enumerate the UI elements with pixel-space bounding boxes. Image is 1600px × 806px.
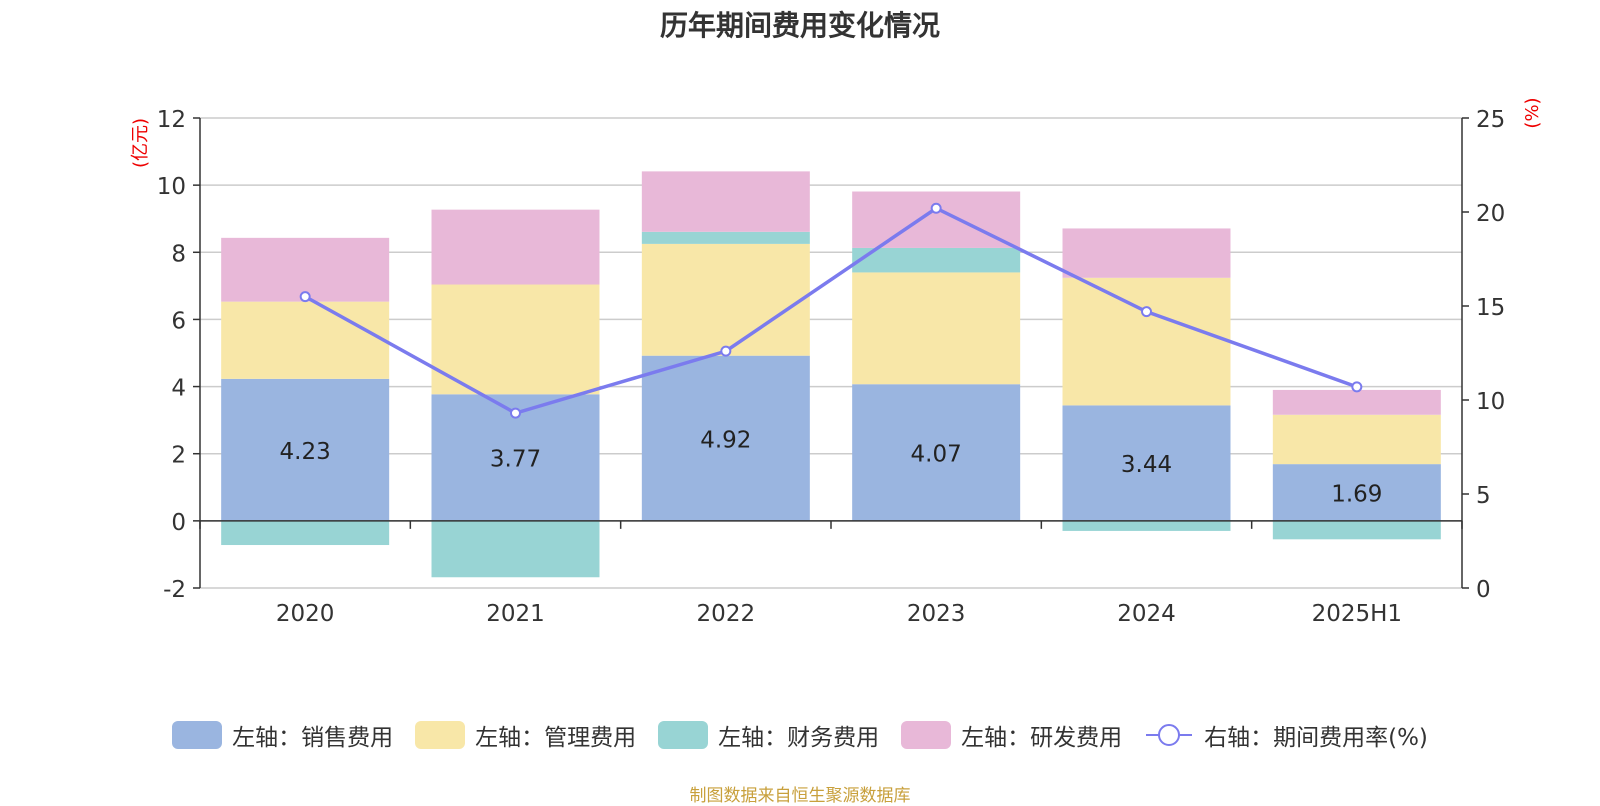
bar-series2-2022 [641,243,810,356]
legend-label: 左轴：管理费用 [475,725,637,751]
x-tick-label: 2023 [907,601,966,627]
legend-line-marker-icon [1146,724,1193,746]
bar-label-2020: 4.23 [280,439,331,465]
bar-series1-2023 [852,384,1021,521]
x-tick-label: 2025H1 [1312,601,1402,627]
legend-swatch [658,721,709,749]
right-tick-label: 0 [1476,577,1491,603]
expense-rate-point-2023 [930,202,942,214]
legend-label: 左轴：研发费用 [961,725,1123,751]
bar-series1-2025H1 [1272,464,1441,521]
expense-rate-point-2024 [1141,306,1152,318]
left-tick-label: -2 [163,577,186,603]
expense-rate-point-2025H1 [1351,381,1363,393]
legend-label: 左轴：销售费用 [232,725,394,751]
left-tick-label: 12 [157,107,186,133]
bar-label-2021: 3.77 [490,447,541,473]
bar-series4-2023 [852,191,1021,248]
chart-plot: -2 0 2 4 6 8 10 12 4.23 3.77 4.92 4.07 3.44 1.69 0 5 10 1… [130,97,1543,627]
bar-series1-2024 [1062,405,1231,521]
legend-item[interactable]: 左轴：研发费用 [901,718,1122,752]
bar-label-2025H1: 1.69 [1331,481,1382,507]
bar-series3-2025H1 [1272,520,1441,540]
chart-title: 历年期间费用变化情况 [659,9,940,42]
legend-item[interactable]: 左轴：销售费用 [172,718,393,752]
expense-rate-point-2021 [510,407,521,419]
expense-rate-line [304,206,1358,416]
right-tick-label: 15 [1476,295,1505,321]
source-note: 制图数据来自恒生聚源数据库 [689,786,911,806]
left-tick-label: 8 [171,241,186,267]
x-tick-label: 2022 [697,601,756,627]
bar-series3-2022 [641,231,810,244]
left-tick-label: 0 [171,510,186,536]
bar-series4-2025H1 [1272,389,1441,415]
legend-swatch [415,721,466,749]
right-tick-label: 10 [1476,389,1505,415]
x-tick-label: 2021 [486,601,545,627]
left-tick-label: 6 [171,308,186,334]
bar-label-2024: 3.44 [1121,452,1172,478]
legend: 左轴：销售费用 左轴：管理费用 左轴：财务费用 左轴：研发费用 右轴：期间费用率(%) [0,718,1600,752]
bar-series3-2024 [1062,520,1231,531]
bar-series1-2020 [221,378,390,521]
bar-series2-2023 [852,272,1021,385]
left-tick-label: 4 [171,376,186,402]
legend-item[interactable]: 左轴：财务费用 [658,718,879,752]
bar-series3-2020 [221,520,390,546]
bar-series4-2021 [431,209,600,285]
bar-series3-2023 [852,247,1021,273]
bar-series1-2022 [641,355,810,521]
bar-series2-2020 [221,301,390,379]
legend-label: 左轴：财务费用 [718,725,880,751]
bar-series2-2021 [431,284,600,395]
legend-swatch [172,721,223,749]
bar-series2-2025H1 [1272,414,1441,465]
bar-series2-2024 [1062,277,1231,406]
right-axis-unit-label: (%) [1522,97,1543,128]
legend-item[interactable]: 左轴：管理费用 [415,718,636,752]
bar-series3-2021 [431,520,600,578]
legend-item[interactable]: 右轴：期间费用率(%) [1144,718,1428,752]
x-tick-label: 2020 [276,601,335,627]
right-tick-label: 20 [1476,201,1505,227]
expense-rate-point-2022 [720,345,732,357]
legend-label: 右轴：期间费用率(%) [1204,725,1428,751]
left-tick-label: 2 [171,443,186,469]
left-tick-label: 10 [157,174,186,200]
bar-label-2023: 4.07 [911,442,962,468]
bar-series4-2024 [1062,228,1231,278]
left-axis-unit-label: (亿元) [130,118,151,168]
right-tick-label: 25 [1476,107,1505,133]
bar-series4-2022 [641,171,810,232]
bar-series4-2020 [221,237,390,302]
bar-label-2022: 4.92 [700,427,751,453]
right-tick-label: 5 [1476,483,1491,509]
legend-swatch [901,721,952,749]
expense-rate-point-2020 [299,291,311,303]
x-tick-label: 2024 [1117,601,1176,627]
